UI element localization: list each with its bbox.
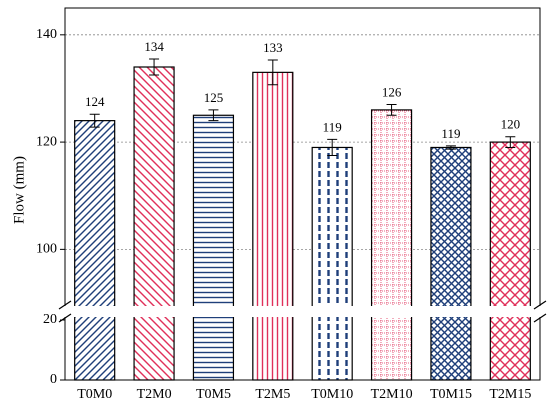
y-tick-label: 0 [50,372,57,387]
x-tick-label: T0M0 [77,387,112,402]
bar [370,109,413,381]
plot-frame [64,7,541,381]
data-label: 126 [382,85,402,100]
bar [74,120,116,381]
data-label: 125 [204,90,224,105]
y-tick-label: 140 [36,27,57,42]
x-tick-label: T0M5 [196,387,231,402]
error-bar [208,109,219,122]
error-bar [505,136,516,148]
y-tick-label: 20 [43,312,57,327]
error-bar [89,113,100,128]
data-label: 133 [263,40,283,55]
bar [311,146,353,381]
error-bar [267,59,278,86]
y-tick-label: 120 [36,134,57,149]
break-mark [533,300,547,323]
y-tick-label: 100 [36,242,57,257]
x-tick-label: T0M15 [430,387,472,402]
bar [133,66,175,381]
x-tick-label: T2M5 [255,387,290,402]
break-mark [58,300,72,323]
bar [252,71,294,381]
bar [192,114,235,381]
error-bar [149,58,160,76]
axis-break [57,306,548,317]
error-bar [386,104,397,116]
data-label: 120 [501,117,521,132]
error-bar [445,145,456,150]
x-tick-label: T0M10 [311,387,353,402]
x-tick-label: T2M10 [371,387,413,402]
bar [430,146,472,381]
x-tick-label: T2M0 [137,387,172,402]
x-tick-label: T2M15 [489,387,531,402]
data-label: 119 [323,119,342,134]
bar [489,141,531,381]
data-label: 119 [441,126,460,141]
y-axis-label: Flow (mm) [11,156,27,224]
data-label: 134 [144,39,164,54]
error-bar [327,138,338,156]
data-label: 124 [85,94,105,109]
